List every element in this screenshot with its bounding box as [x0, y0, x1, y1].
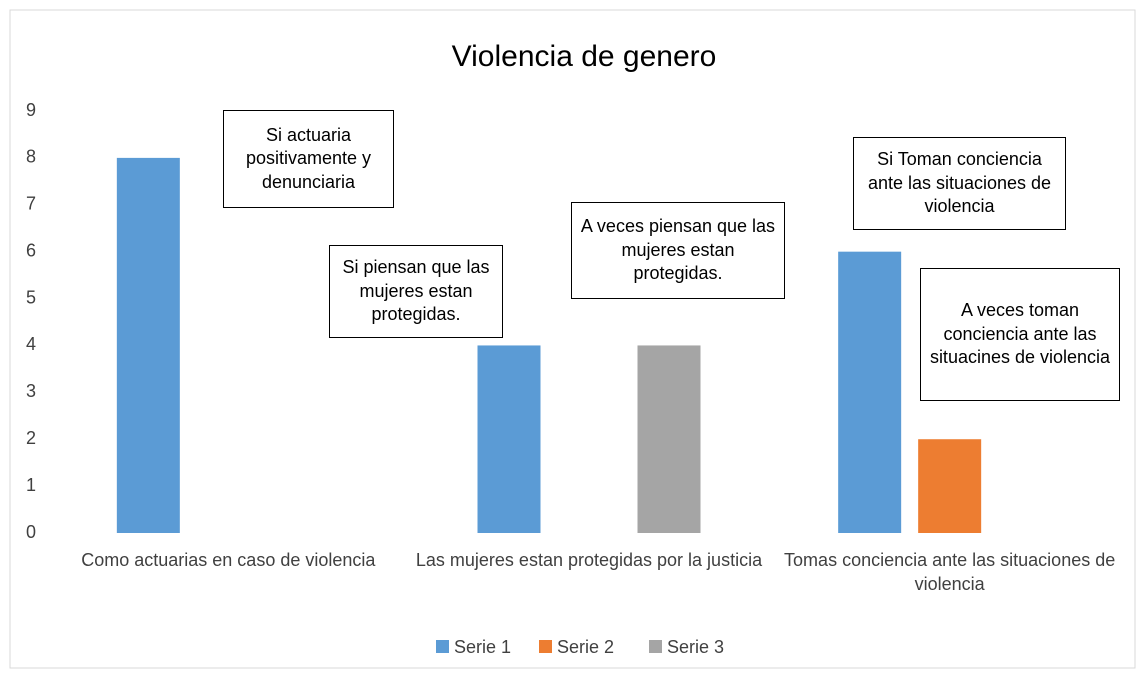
y-tick-label: 0	[26, 522, 36, 542]
legend-swatch	[539, 640, 552, 653]
annotation: Si actuaria positivamente y denunciaria	[223, 110, 394, 208]
legend-swatch	[436, 640, 449, 653]
x-tick-label: Las mujeres estan protegidas por la just…	[415, 550, 763, 570]
bar	[116, 157, 180, 533]
y-tick-label: 6	[26, 240, 36, 260]
y-tick-label: 5	[26, 287, 36, 307]
legend-label: Serie 2	[557, 637, 614, 657]
legend-label: Serie 1	[454, 637, 511, 657]
annotation: A veces piensan que las mujeres estan pr…	[571, 202, 785, 299]
y-tick-label: 4	[26, 334, 36, 354]
bar	[477, 345, 541, 533]
y-tick-label: 3	[26, 381, 36, 401]
annotation: Si piensan que las mujeres estan protegi…	[329, 245, 503, 338]
annotation: A veces toman conciencia ante las situac…	[920, 268, 1120, 401]
x-tick-label: Tomas conciencia ante las situaciones de…	[784, 550, 1116, 595]
y-tick-label: 1	[26, 475, 36, 495]
bar	[637, 345, 701, 533]
legend-label: Serie 3	[667, 637, 724, 657]
legend-swatch	[649, 640, 662, 653]
y-tick-label: 2	[26, 428, 36, 448]
x-tick-label: Como actuarias en caso de violencia	[81, 550, 376, 570]
y-tick-label: 8	[26, 147, 36, 167]
bar	[918, 439, 982, 533]
annotation: Si Toman conciencia ante las situaciones…	[853, 137, 1066, 230]
y-tick-label: 9	[26, 100, 36, 120]
chart-title: Violencia de genero	[452, 40, 717, 73]
bar	[838, 251, 902, 533]
y-tick-label: 7	[26, 194, 36, 214]
